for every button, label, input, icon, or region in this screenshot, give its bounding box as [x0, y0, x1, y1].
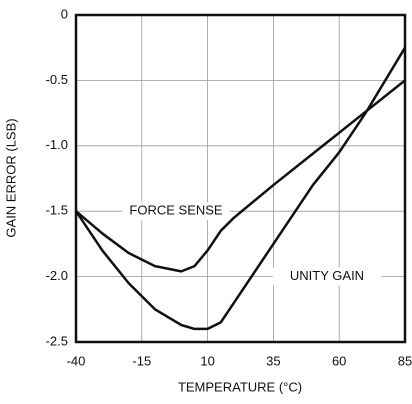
y-axis-title: GAIN ERROR (LSB): [3, 118, 18, 237]
x-tick-label: 60: [332, 353, 346, 368]
y-tick-label: -2.5: [46, 333, 68, 348]
x-tick-label: 10: [200, 353, 214, 368]
x-axis-title: TEMPERATURE (°C): [178, 379, 302, 394]
series-label: UNITY GAIN: [290, 268, 364, 283]
label-background: [122, 202, 230, 221]
x-tick-label: -40: [67, 353, 86, 368]
data-line: [74, 47, 407, 331]
plot-frame: [74, 13, 407, 344]
y-tick-label: -0.5: [46, 72, 68, 87]
x-tick-label: 35: [266, 353, 280, 368]
y-tick-label: 0: [61, 6, 68, 21]
label-background: [273, 267, 381, 286]
x-tick-label: -15: [132, 353, 151, 368]
y-tick-label: -1.0: [46, 137, 68, 152]
y-tick-label: -2.0: [46, 268, 68, 283]
data-line: [75, 79, 406, 273]
x-tick-label: 85: [398, 353, 412, 368]
series-label: FORCE SENSE: [129, 203, 223, 218]
y-tick-label: -1.5: [46, 203, 68, 218]
